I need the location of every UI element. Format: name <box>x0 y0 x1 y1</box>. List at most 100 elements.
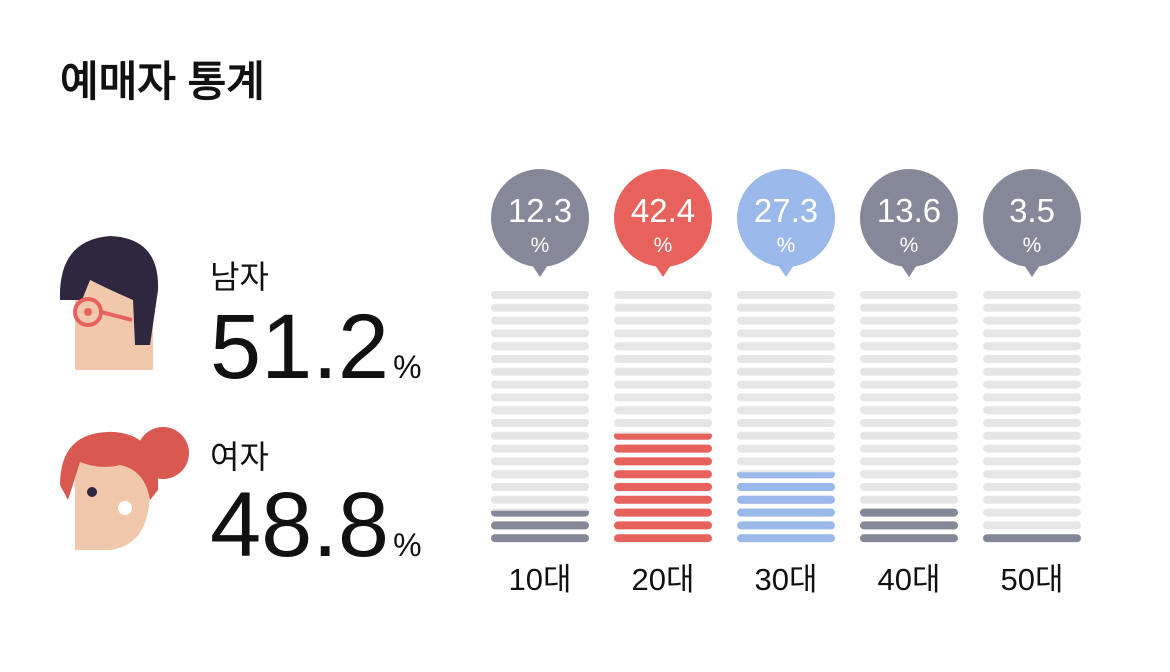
stripe <box>491 380 589 389</box>
stripe <box>491 483 589 491</box>
bubble-tail <box>776 262 796 277</box>
bubble <box>614 169 712 267</box>
stripe <box>860 406 958 415</box>
stripe <box>491 342 589 351</box>
bubble-unit: % <box>654 234 673 257</box>
stripe <box>983 380 1081 389</box>
bubble-tail <box>1022 262 1042 277</box>
stripe <box>614 367 712 376</box>
stripe <box>983 495 1081 504</box>
stripe <box>491 431 589 440</box>
bar <box>983 533 1081 543</box>
stripe <box>860 444 958 453</box>
gender-unit: % <box>393 349 421 385</box>
bubble-unit: % <box>900 234 919 257</box>
stripe <box>860 316 958 325</box>
stripe <box>737 431 835 440</box>
bar <box>860 507 958 543</box>
stripe <box>860 367 958 376</box>
bubble <box>491 169 589 267</box>
stripe <box>491 406 589 415</box>
stripe <box>983 329 1081 338</box>
stripe <box>491 291 589 299</box>
bar <box>737 472 835 543</box>
stripe <box>983 483 1081 491</box>
stripe <box>860 431 958 440</box>
gender-label: 여자 <box>210 439 269 475</box>
bubble-unit: % <box>1023 234 1042 257</box>
stripe <box>860 355 958 363</box>
stripe <box>737 303 835 312</box>
bubble <box>737 169 835 267</box>
x-tick-label: 10대 <box>508 562 571 597</box>
bubble-value: 27.3 <box>754 192 818 229</box>
stripe <box>737 316 835 325</box>
stripe <box>614 380 712 389</box>
stripe <box>983 444 1081 453</box>
gender-percent: 51.2 <box>210 296 389 398</box>
bubble-unit: % <box>777 234 796 257</box>
stripe <box>983 342 1081 351</box>
stripe <box>491 329 589 338</box>
bubble-value: 3.5 <box>1009 192 1055 229</box>
stripe <box>860 457 958 466</box>
stripe <box>491 495 589 504</box>
stripe <box>491 303 589 312</box>
gender-unit: % <box>393 527 421 563</box>
stripe <box>860 303 958 312</box>
stripe <box>614 355 712 363</box>
stripe <box>491 355 589 363</box>
bubble-tail <box>653 262 673 277</box>
gender-percent: 48.8 <box>210 474 389 576</box>
stripe <box>491 316 589 325</box>
x-tick-label: 30대 <box>754 562 817 597</box>
stripe <box>983 419 1081 427</box>
bubble-tail <box>899 262 919 277</box>
stripe <box>737 393 835 402</box>
stripe <box>737 444 835 453</box>
gender-label: 남자 <box>210 259 269 295</box>
bubble <box>983 169 1081 267</box>
stripe <box>614 406 712 415</box>
stripe <box>983 316 1081 325</box>
stripe <box>860 470 958 479</box>
stripe <box>983 393 1081 402</box>
stripe <box>491 470 589 479</box>
stripe <box>737 329 835 338</box>
stripe <box>491 393 589 402</box>
stripe <box>491 444 589 453</box>
stripe <box>737 291 835 299</box>
stripe <box>491 367 589 376</box>
stripe <box>737 457 835 466</box>
bar <box>614 433 712 543</box>
stripe <box>860 342 958 351</box>
x-tick-label: 50대 <box>1000 562 1063 597</box>
stripe <box>983 431 1081 440</box>
stripe <box>614 393 712 402</box>
stripe <box>983 508 1081 517</box>
stripe <box>737 367 835 376</box>
stripe <box>860 419 958 427</box>
stripe <box>614 316 712 325</box>
stripe <box>737 419 835 427</box>
stripe <box>737 380 835 389</box>
stripe <box>737 406 835 415</box>
title: 예매자 통계 <box>60 58 265 105</box>
stripe <box>614 291 712 299</box>
bubble-value: 13.6 <box>877 192 941 229</box>
stripe <box>860 329 958 338</box>
stripe <box>614 303 712 312</box>
stripe <box>983 367 1081 376</box>
bar <box>491 510 589 543</box>
stripe <box>860 291 958 299</box>
stripe <box>983 470 1081 479</box>
stripe <box>860 483 958 491</box>
x-tick-label: 40대 <box>877 562 940 597</box>
stripe <box>491 419 589 427</box>
stripe <box>983 291 1081 299</box>
stripe <box>860 495 958 504</box>
stripe <box>983 521 1081 530</box>
stripe <box>737 355 835 363</box>
stripe <box>614 419 712 427</box>
bubble <box>860 169 958 267</box>
